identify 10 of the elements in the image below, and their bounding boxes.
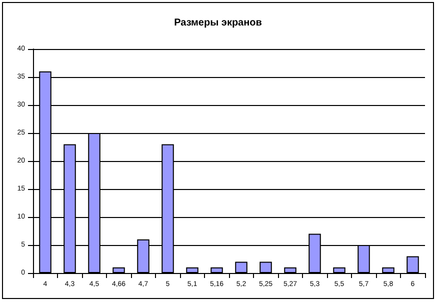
bar <box>235 262 248 273</box>
bar <box>333 267 346 273</box>
bar <box>186 267 198 273</box>
bar <box>210 267 223 273</box>
chart-title: Размеры экранов <box>174 18 262 28</box>
bar <box>382 267 394 273</box>
bar <box>260 262 272 273</box>
bar <box>284 267 296 273</box>
bar <box>406 256 419 273</box>
bar <box>112 267 125 273</box>
